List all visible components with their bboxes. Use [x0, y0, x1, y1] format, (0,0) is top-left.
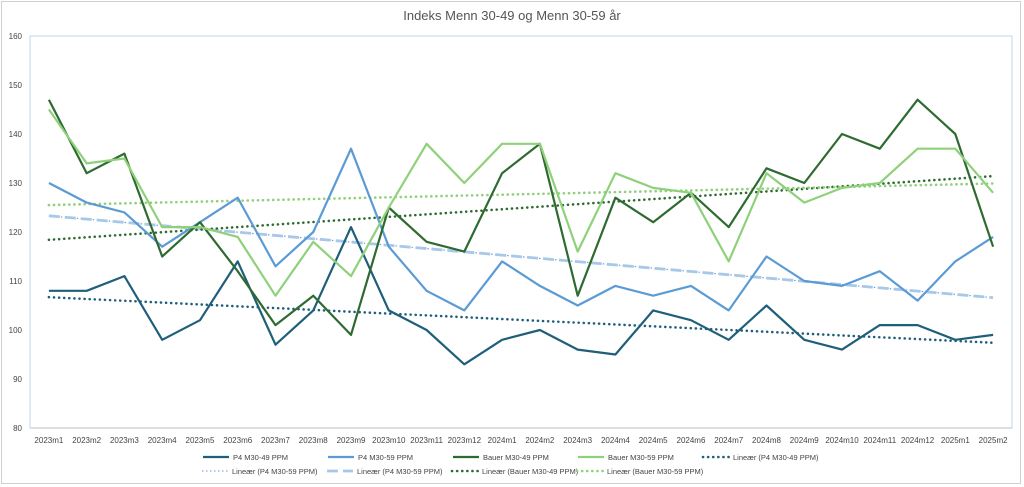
- x-tick-label: 2024m4: [601, 436, 630, 445]
- x-tick-label: 2024m9: [790, 436, 819, 445]
- series-line: [47, 108, 994, 297]
- x-tick-label: 2023m9: [337, 436, 366, 445]
- x-tick-label: 2023m5: [186, 436, 215, 445]
- x-tick-label: 2024m8: [752, 436, 781, 445]
- x-tick-label: 2025m1: [941, 436, 970, 445]
- chart-title: Indeks Menn 30-49 og Menn 30-59 år: [403, 8, 621, 23]
- x-tick-label: 2023m8: [299, 436, 328, 445]
- y-tick-label: 150: [9, 81, 23, 90]
- trendline: [47, 295, 995, 345]
- legend-label: Lineær (P4 M30-59 PPM): [232, 467, 318, 476]
- x-tick-label: 2024m6: [677, 436, 706, 445]
- y-tick-label: 100: [9, 326, 23, 335]
- legend-label: Bauer M30-59 PPM: [608, 453, 674, 462]
- x-tick-label: 2023m2: [72, 436, 101, 445]
- x-tick-label: 2024m10: [825, 436, 859, 445]
- x-tick-label: 2024m3: [563, 436, 592, 445]
- x-tick-label: 2023m6: [223, 436, 252, 445]
- y-tick-label: 120: [9, 228, 23, 237]
- legend-label: Lineær (P4 M30-59 PPM): [357, 467, 443, 476]
- x-tick-label: 2023m3: [110, 436, 139, 445]
- x-tick-label: 2024m12: [901, 436, 935, 445]
- x-tick-label: 2023m7: [261, 436, 290, 445]
- y-tick-label: 80: [13, 424, 22, 433]
- x-tick-label: 2025m2: [979, 436, 1008, 445]
- y-tick-label: 110: [9, 277, 22, 286]
- series-lines: [47, 98, 995, 366]
- series-line: [48, 226, 994, 366]
- x-tick-label: 2024m11: [863, 436, 896, 445]
- x-tick-label: 2024m7: [714, 436, 743, 445]
- x-tick-label: 2023m11: [410, 436, 443, 445]
- legend-label: Lineær (Bauer M30-59 PPM): [607, 467, 704, 476]
- x-tick-label: 2024m5: [639, 436, 668, 445]
- series-line: [47, 98, 995, 336]
- legend-label: Bauer M30-49 PPM: [483, 453, 549, 462]
- y-tick-label: 130: [9, 179, 23, 188]
- series-line: [48, 147, 994, 312]
- x-tick-label: 2023m4: [148, 436, 177, 445]
- plot-area: [29, 35, 1013, 429]
- y-tick-label: 160: [9, 32, 23, 41]
- legend-label: Lineær (P4 M30-49 PPM): [733, 453, 819, 462]
- legend-label: P4 M30-49 PPM: [233, 453, 288, 462]
- x-tick-label: 2023m1: [34, 436, 63, 445]
- trendlines: [47, 174, 995, 345]
- legend-label: Lineær (Bauer M30-49 PPM): [482, 467, 579, 476]
- legend: P4 M30-49 PPM P4 M30-59 PPM Bauer M30-49 P…: [202, 453, 819, 476]
- y-tick-label: 140: [9, 130, 23, 139]
- x-tick-label: 2024m2: [525, 436, 554, 445]
- y-tick-label: 90: [13, 375, 22, 384]
- x-tick-label: 2024m1: [488, 436, 517, 445]
- x-tick-label: 2023m10: [372, 436, 406, 445]
- trendline: [47, 182, 995, 207]
- axes: 80 90 100 110 120 130 140 150 160 2023m1 2023m2 202…: [9, 32, 1013, 445]
- legend-label: P4 M30-59 PPM: [358, 453, 413, 462]
- x-tick-label: 2023m12: [448, 436, 482, 445]
